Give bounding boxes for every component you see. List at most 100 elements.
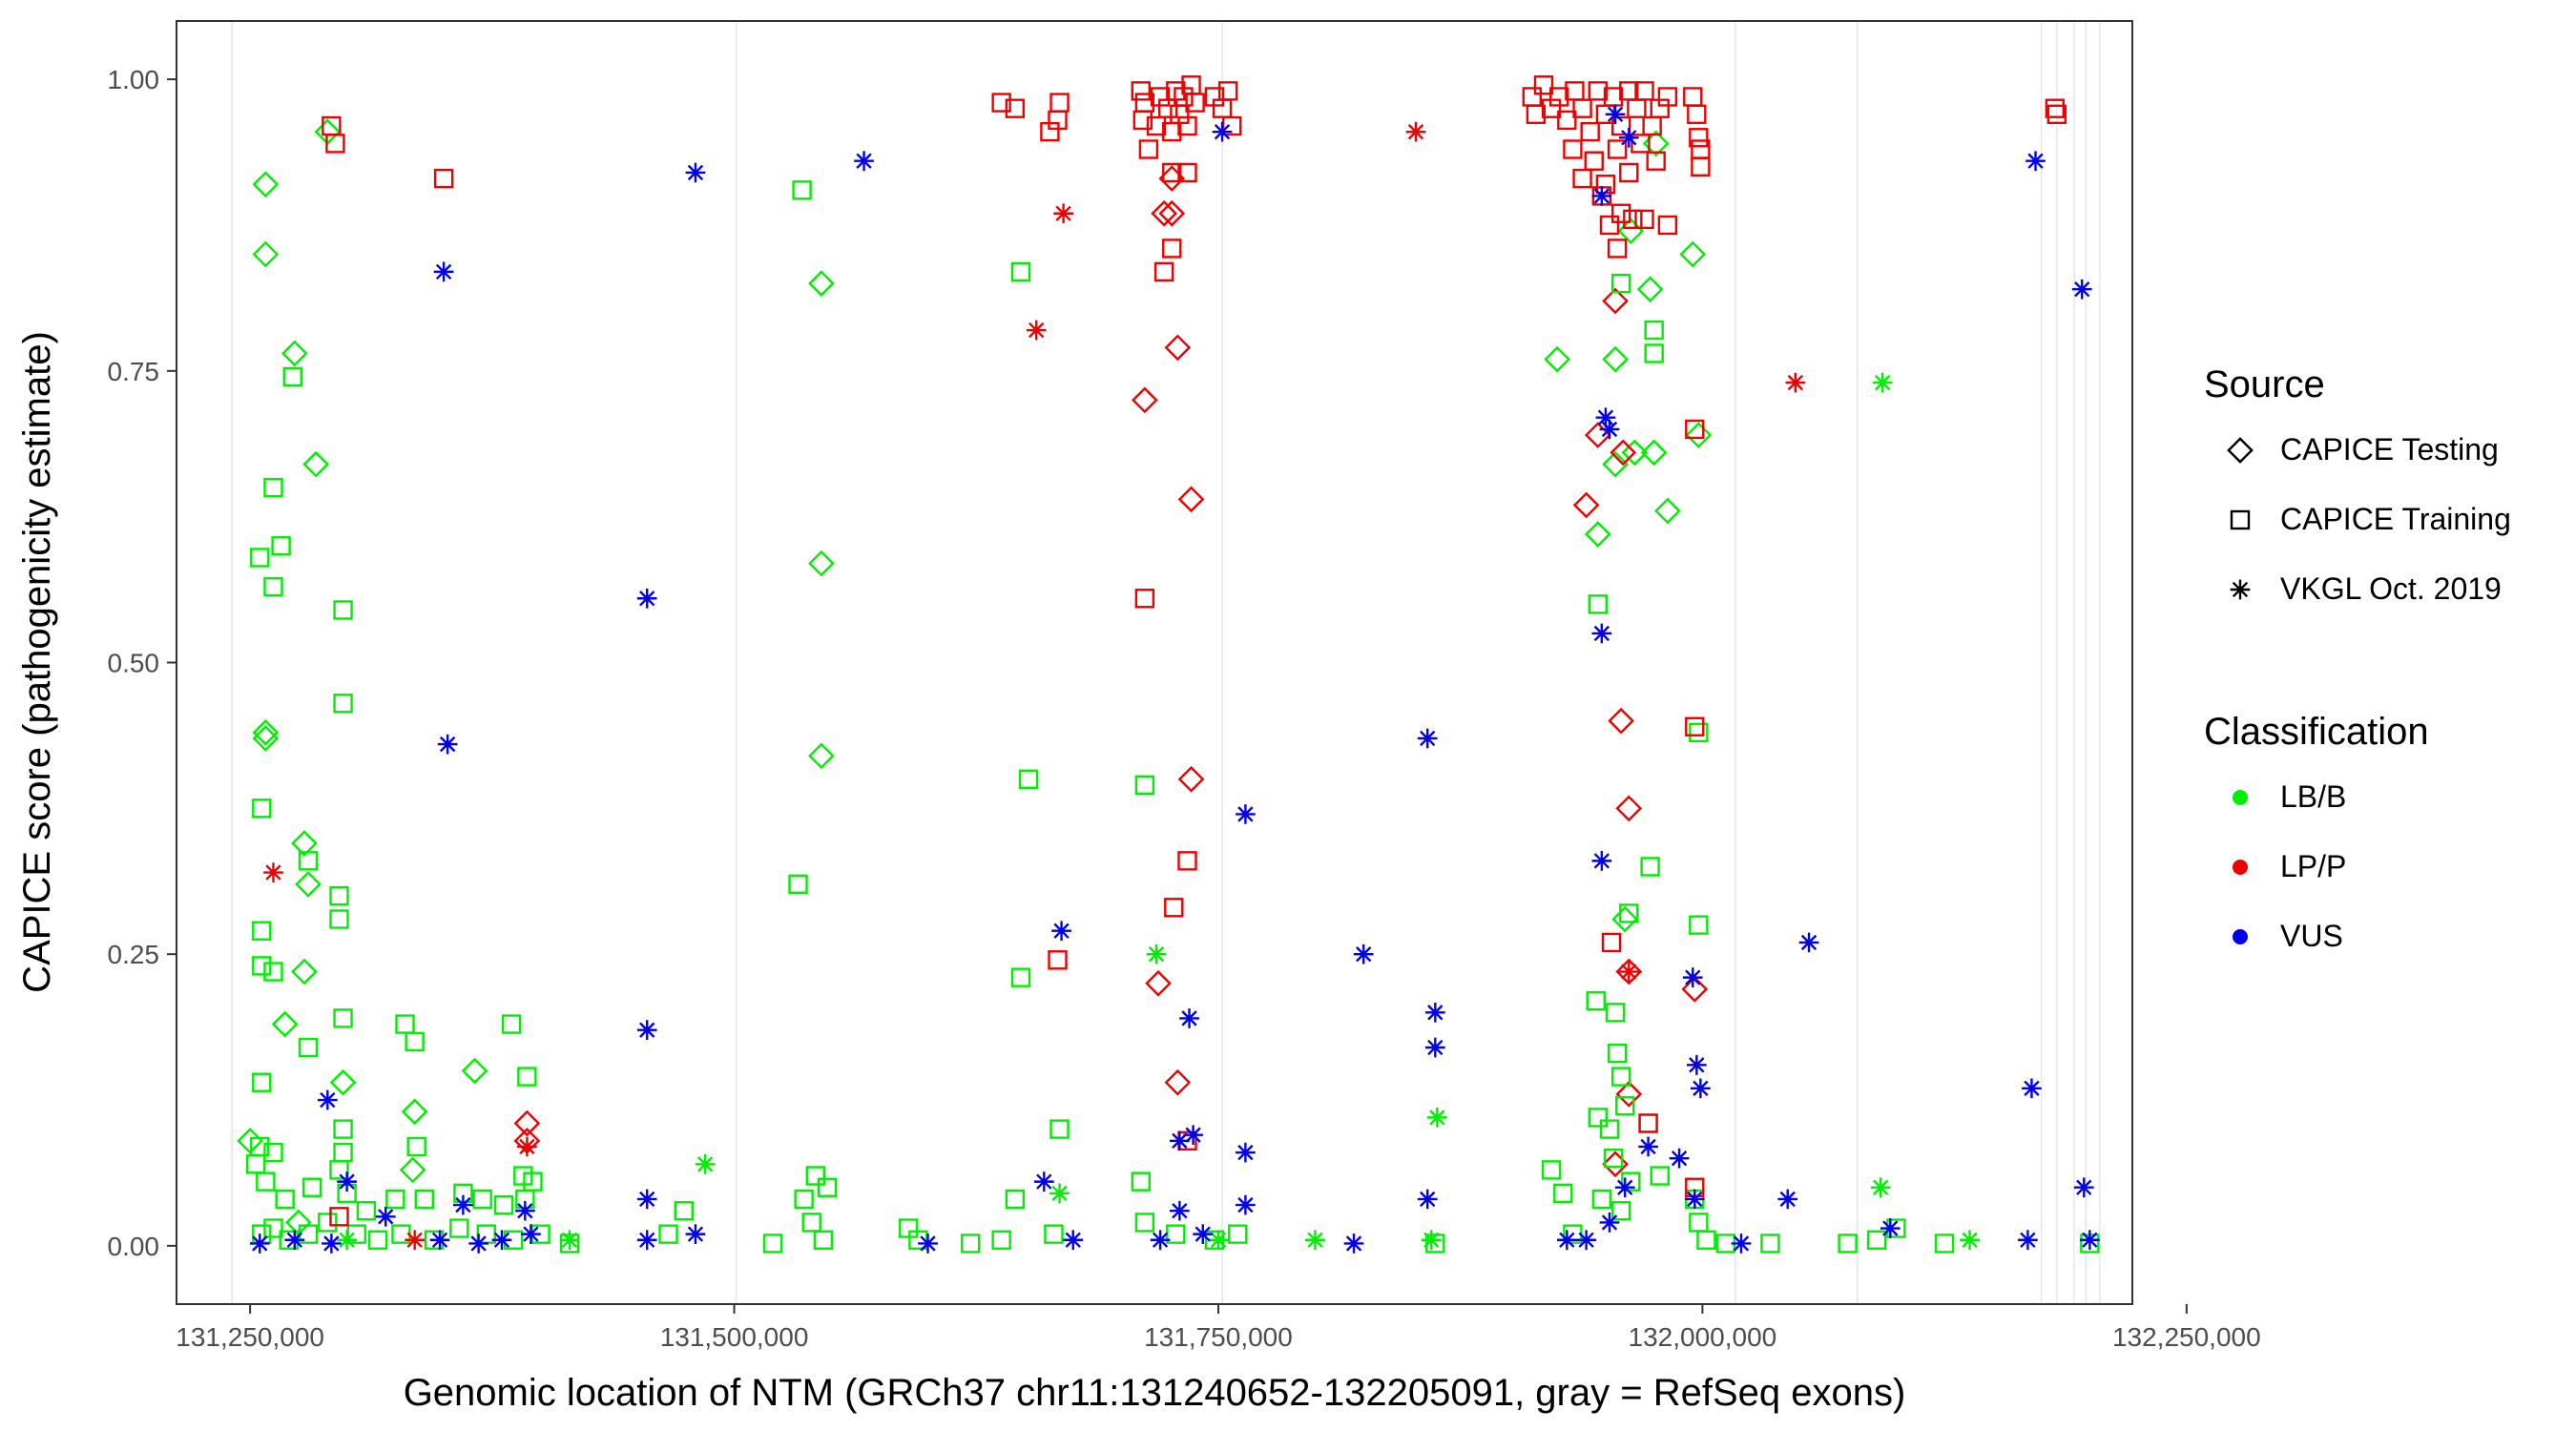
data-point	[1618, 962, 1639, 982]
data-point	[1572, 168, 1592, 189]
y-tick-label: 1.00	[108, 65, 160, 94]
data-point	[1640, 439, 1668, 467]
data-point	[329, 1068, 357, 1096]
data-point	[414, 1189, 435, 1210]
data-point	[252, 719, 280, 746]
data-point	[1588, 1108, 1609, 1128]
data-point	[1526, 104, 1547, 125]
data-point	[1185, 93, 1205, 113]
data-point	[1556, 1230, 1577, 1251]
legend-classification-title: Classification	[2204, 711, 2429, 753]
data-point	[1132, 386, 1158, 414]
data-point	[1424, 1037, 1445, 1058]
data-point	[636, 1189, 657, 1210]
data-point	[854, 151, 874, 172]
data-point	[762, 1234, 783, 1254]
data-point	[1424, 1002, 1445, 1023]
data-point	[263, 1218, 283, 1238]
data-point	[1177, 115, 1197, 136]
data-point	[1591, 851, 1612, 871]
data-point	[1621, 1172, 1641, 1192]
legend-source-entry-training: CAPICE Training	[2280, 502, 2511, 536]
data-point	[1026, 320, 1047, 341]
data-point	[252, 798, 272, 819]
data-point	[1610, 1067, 1631, 1087]
data-point	[813, 1230, 834, 1250]
data-point	[333, 1119, 353, 1139]
data-point	[263, 1142, 283, 1163]
data-point	[636, 1230, 657, 1251]
data-point	[1615, 1081, 1643, 1108]
data-point	[1634, 209, 1654, 230]
data-point	[1618, 127, 1639, 148]
data-point	[1608, 707, 1635, 735]
data-point	[1614, 1177, 1635, 1198]
data-point	[1146, 115, 1167, 136]
data-point	[960, 1234, 981, 1254]
data-point	[263, 477, 283, 498]
data-point	[1607, 238, 1628, 259]
data-point	[1591, 1189, 1612, 1210]
data-point	[1051, 921, 1071, 942]
data-point	[1138, 139, 1159, 159]
data-point	[252, 921, 272, 941]
data-point	[2046, 104, 2067, 125]
data-point	[1615, 795, 1643, 822]
data-point	[2018, 1230, 2038, 1251]
data-point	[1146, 944, 1167, 964]
legend-key-color-icon	[2233, 929, 2248, 944]
data-point	[375, 1206, 396, 1227]
data-point	[298, 851, 319, 871]
data-point	[1934, 1234, 1955, 1254]
data-point	[1212, 121, 1233, 142]
data-point	[1870, 1177, 1891, 1198]
data-point	[453, 1194, 473, 1215]
data-point	[1563, 139, 1583, 159]
data-point	[1785, 372, 1806, 393]
data-point	[2045, 98, 2066, 118]
data-point	[991, 93, 1011, 113]
data-point	[1689, 915, 1709, 935]
data-point	[1343, 1234, 1364, 1254]
data-point	[1610, 203, 1631, 223]
data-point	[275, 1189, 295, 1210]
data-point	[1685, 419, 1705, 440]
data-point	[1576, 1230, 1596, 1251]
data-point	[449, 1218, 469, 1238]
data-point	[1760, 1234, 1780, 1254]
data-point	[1657, 87, 1678, 107]
data-point	[808, 742, 835, 770]
data-point	[1010, 261, 1031, 282]
data-point	[1572, 491, 1600, 519]
data-point	[1607, 139, 1628, 159]
data-point	[1685, 422, 1713, 448]
data-point	[1838, 1234, 1858, 1254]
data-point	[406, 1136, 426, 1157]
data-point	[1588, 594, 1609, 614]
data-point	[325, 134, 345, 154]
data-point	[805, 1166, 826, 1186]
data-point	[317, 1089, 338, 1110]
x-tick-label: 131,750,000	[1144, 1322, 1293, 1352]
data-point	[2025, 151, 2046, 172]
data-point	[1544, 345, 1571, 373]
data-point	[1691, 156, 1711, 177]
data-point	[918, 1234, 938, 1254]
data-point	[1646, 151, 1666, 171]
data-point	[367, 1230, 388, 1250]
data-point	[318, 1213, 338, 1233]
data-point	[1049, 1183, 1070, 1204]
data-point	[1634, 81, 1654, 101]
legend-source-entry-testing: CAPICE Testing	[2280, 432, 2499, 467]
data-point	[1689, 128, 1709, 148]
x-tick-label: 131,500,000	[660, 1322, 809, 1352]
data-point	[356, 1200, 377, 1221]
legend-class-entry-lpp: LP/P	[2280, 849, 2346, 883]
data-point	[291, 958, 318, 985]
data-point	[333, 600, 353, 620]
data-point	[1549, 87, 1569, 107]
data-point	[1798, 932, 1819, 953]
data-point	[1228, 1224, 1248, 1244]
data-point	[1644, 320, 1664, 341]
data-point	[1610, 273, 1631, 294]
